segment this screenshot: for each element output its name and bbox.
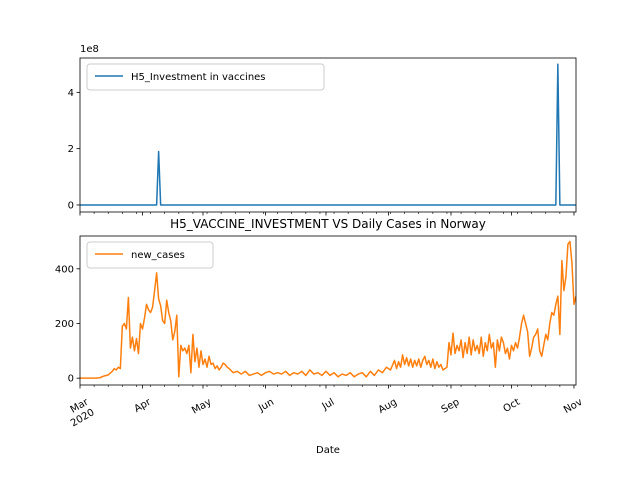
y-tick-label: 400 <box>55 264 74 275</box>
investment-series-line <box>80 63 576 206</box>
y-offset-label: 1e8 <box>80 44 99 55</box>
x-axis-label: Date <box>316 445 340 456</box>
bottom-axes: H5_VACCINE_INVESTMENT VS Daily Cases in … <box>55 217 585 456</box>
top-axes-frame <box>79 57 577 213</box>
y-tick-label: 4 <box>68 88 74 99</box>
y-tick-label: 0 <box>68 200 74 211</box>
top-axes: 1e8 0 2 4 H5_Investment in vaccines <box>68 44 577 216</box>
y-tick-label: 2 <box>68 144 74 155</box>
chart-title: H5_VACCINE_INVESTMENT VS Daily Cases in … <box>170 217 486 231</box>
y-tick-label: 0 <box>68 374 74 385</box>
top-legend: H5_Investment in vaccines <box>86 63 325 91</box>
top-x-ticks <box>79 212 575 216</box>
bottom-axes-frame <box>79 235 577 386</box>
new-cases-series-line <box>80 240 576 379</box>
top-legend-box <box>86 63 325 91</box>
bottom-legend: new_cases <box>86 241 214 269</box>
bottom-legend-label: new_cases <box>131 250 185 261</box>
bottom-legend-box <box>86 241 214 269</box>
bottom-y-ticks: 0 200 400 <box>55 264 80 385</box>
top-y-ticks: 0 2 4 <box>68 88 80 211</box>
y-tick-label: 200 <box>55 319 74 330</box>
top-legend-label: H5_Investment in vaccines <box>131 72 266 83</box>
